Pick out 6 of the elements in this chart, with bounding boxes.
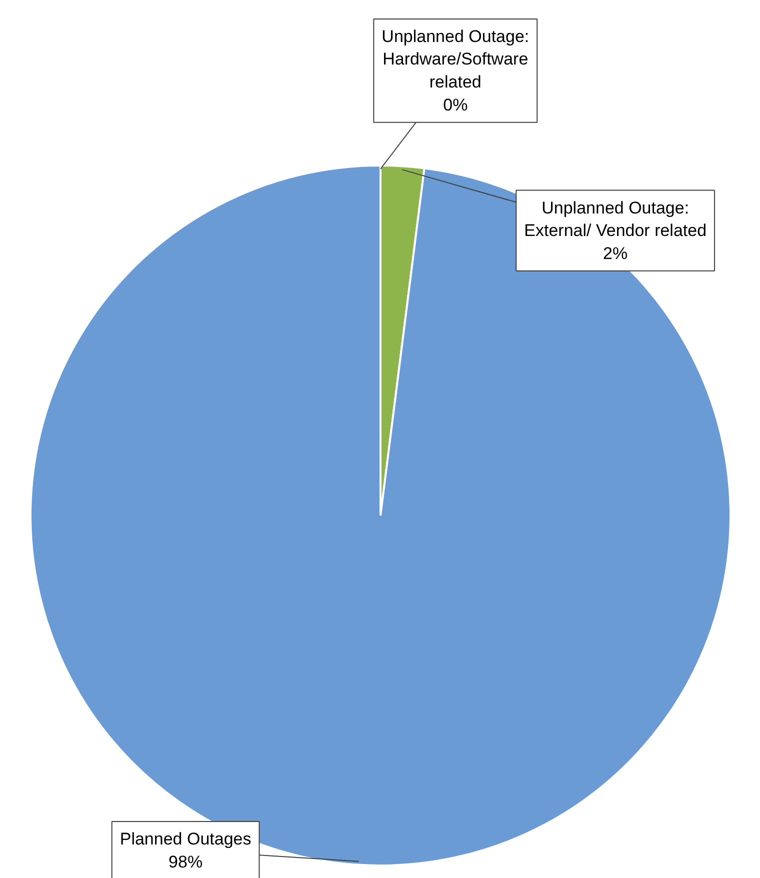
category-label: Unplanned Outage: Hardware/Software related [382, 26, 530, 92]
data-label: 2% [603, 244, 628, 263]
text: 0% [443, 95, 468, 114]
data-label: 98% [168, 852, 203, 872]
slice-label: Planned Outages [120, 830, 252, 849]
slice-label: Unplanned Outage: External/ Vendor related [524, 198, 707, 240]
